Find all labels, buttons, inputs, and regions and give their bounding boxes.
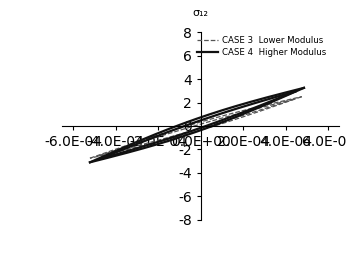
CASE 4  Higher Modulus [302, 86, 306, 90]
CASE 3  Lower Modulus [242, 109, 246, 112]
CASE 4  Higher Modulus [158, 131, 162, 134]
Text: σ₁₂: σ₁₂ [193, 8, 209, 18]
CASE 4  Higher Modulus [88, 161, 92, 164]
CASE 4  Higher Modulus [244, 102, 248, 105]
CASE 3  Lower Modulus [221, 114, 225, 117]
CASE 3  Lower Modulus [300, 95, 304, 98]
CASE 4  Higher Modulus [242, 102, 246, 105]
Line: CASE 4  Higher Modulus: CASE 4 Higher Modulus [90, 88, 304, 162]
Text: ε₁₂: ε₁₂ [345, 142, 346, 152]
Legend: CASE 3  Lower Modulus, CASE 4  Higher Modulus: CASE 3 Lower Modulus, CASE 4 Higher Modu… [197, 36, 326, 57]
CASE 3  Lower Modulus [88, 157, 92, 160]
CASE 4  Higher Modulus [173, 125, 177, 128]
CASE 4  Higher Modulus [113, 149, 118, 152]
CASE 3  Lower Modulus [172, 128, 176, 132]
CASE 4  Higher Modulus [222, 108, 227, 111]
CASE 3  Lower Modulus [241, 109, 245, 112]
CASE 3  Lower Modulus [157, 133, 161, 136]
CASE 3  Lower Modulus [113, 148, 118, 151]
Line: CASE 3  Lower Modulus: CASE 3 Lower Modulus [90, 97, 302, 158]
